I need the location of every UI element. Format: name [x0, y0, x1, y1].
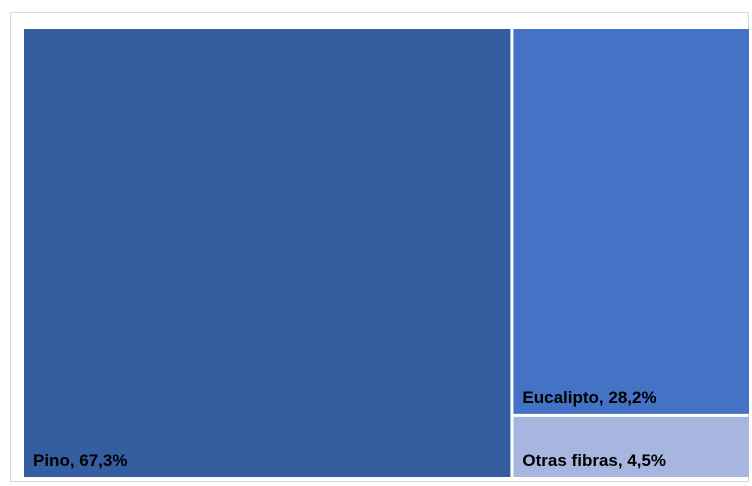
- treemap-tile-pino: [24, 29, 511, 477]
- treemap-tiles: Pino, 67,3% Eucalipto, 28,2% Otras fibras,…: [24, 29, 749, 477]
- treemap-tile-eucalipto: [513, 29, 749, 414]
- treemap-label-eucalipto: Eucalipto, 28,2%: [522, 388, 656, 407]
- treemap-tile-otras-fibras: [513, 416, 749, 477]
- treemap-label-otras-fibras: Otras fibras, 4,5%: [522, 451, 666, 470]
- treemap-label-pino: Pino, 67,3%: [33, 451, 127, 470]
